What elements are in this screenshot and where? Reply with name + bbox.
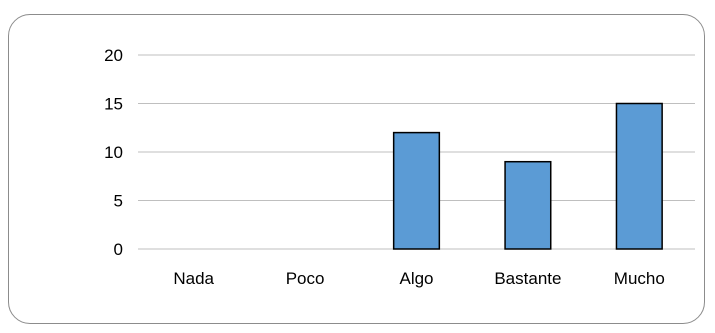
x-tick-label-algo: Algo xyxy=(399,269,433,288)
y-tick-label: 20 xyxy=(104,46,123,65)
x-tick-label-bastante: Bastante xyxy=(494,269,561,288)
y-tick-label: 15 xyxy=(104,95,123,114)
chart-frame xyxy=(8,14,705,324)
y-tick-labels: 0 5 10 15 20 xyxy=(104,46,123,259)
bar-bastante xyxy=(504,160,552,250)
bars xyxy=(392,102,663,250)
x-tick-label-mucho: Mucho xyxy=(614,269,665,288)
y-tick-label: 10 xyxy=(104,143,123,162)
y-tick-label: 5 xyxy=(114,192,123,211)
bar-mucho xyxy=(615,102,663,250)
bar-algo xyxy=(392,131,441,250)
x-tick-label-poco: Poco xyxy=(286,269,325,288)
x-tick-label-nada: Nada xyxy=(173,269,214,288)
x-tick-labels: Nada Poco Algo Bastante Mucho xyxy=(173,269,664,288)
y-tick-label: 0 xyxy=(114,240,123,259)
